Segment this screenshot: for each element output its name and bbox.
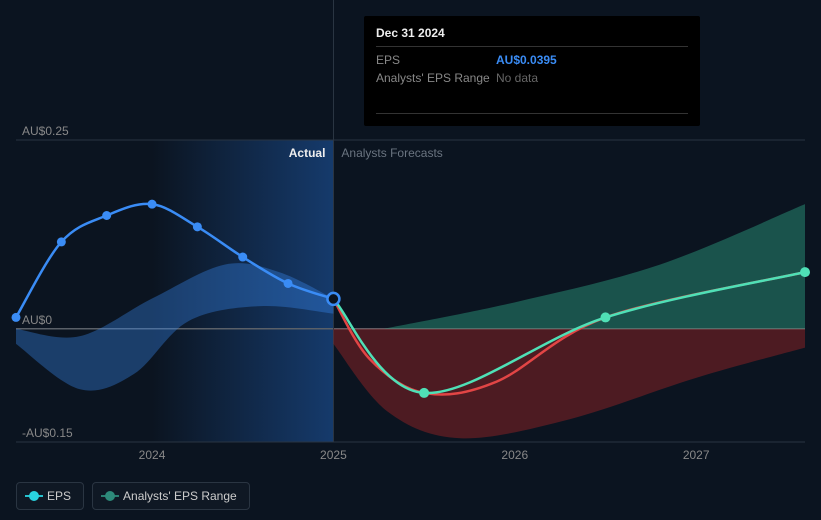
legend-swatch-icon xyxy=(29,491,39,501)
tooltip-row-value: AU$0.0395 xyxy=(496,53,557,67)
eps-actual-point xyxy=(12,313,21,322)
legend-item[interactable]: Analysts' EPS Range xyxy=(92,482,250,510)
legend-item[interactable]: EPS xyxy=(16,482,84,510)
tooltip-date: Dec 31 2024 xyxy=(376,26,688,47)
actual-region-label: Actual xyxy=(289,146,326,160)
eps-forecast-point xyxy=(600,312,610,322)
eps-actual-point xyxy=(102,211,111,220)
legend-label: EPS xyxy=(47,489,71,503)
eps-chart[interactable]: Dec 31 2024 EPSAU$0.0395Analysts' EPS Ra… xyxy=(0,0,821,520)
eps-present-marker xyxy=(327,293,339,305)
legend: EPS Analysts' EPS Range xyxy=(16,482,250,510)
tooltip-row-value: No data xyxy=(496,71,538,85)
eps-actual-point xyxy=(148,200,157,209)
tooltip-row-label: Analysts' EPS Range xyxy=(376,71,496,85)
tooltip-row: Analysts' EPS RangeNo data xyxy=(376,69,688,87)
y-axis-tick: -AU$0.15 xyxy=(22,426,73,440)
y-axis-tick: AU$0 xyxy=(22,313,52,327)
x-axis-tick: 2025 xyxy=(320,448,347,462)
eps-forecast-point xyxy=(800,267,810,277)
tooltip-row-label: EPS xyxy=(376,53,496,67)
legend-swatch-icon xyxy=(105,491,115,501)
x-axis-tick: 2027 xyxy=(683,448,710,462)
eps-forecast-point xyxy=(419,388,429,398)
eps-actual-point xyxy=(193,222,202,231)
forecast-region-label: Analysts Forecasts xyxy=(341,146,442,160)
x-axis-tick: 2026 xyxy=(501,448,528,462)
x-axis-tick: 2024 xyxy=(139,448,166,462)
eps-actual-point xyxy=(238,253,247,262)
y-axis-tick: AU$0.25 xyxy=(22,124,69,138)
eps-actual-point xyxy=(57,237,66,246)
eps-actual-point xyxy=(284,279,293,288)
chart-tooltip: Dec 31 2024 EPSAU$0.0395Analysts' EPS Ra… xyxy=(364,16,700,126)
legend-label: Analysts' EPS Range xyxy=(123,489,237,503)
tooltip-row: EPSAU$0.0395 xyxy=(376,51,688,69)
